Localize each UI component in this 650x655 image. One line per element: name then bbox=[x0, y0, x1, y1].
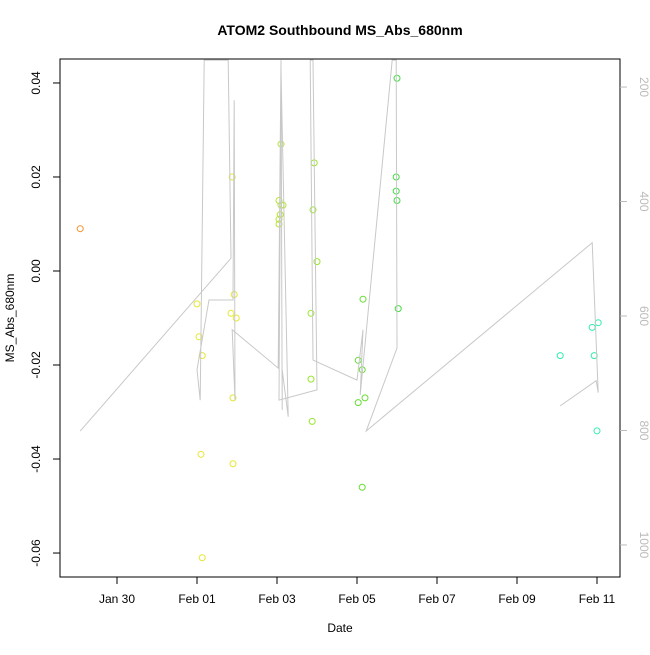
point bbox=[359, 295, 367, 303]
x-tick-label: Feb 03 bbox=[258, 592, 296, 606]
y-tick-label: -0.06 bbox=[29, 539, 43, 567]
point bbox=[195, 333, 203, 341]
point bbox=[229, 394, 237, 402]
y2-tick-label: 600 bbox=[637, 306, 650, 326]
point bbox=[361, 394, 369, 402]
y2-tick-label: 200 bbox=[637, 77, 650, 97]
y2-tick-label: 800 bbox=[637, 420, 650, 440]
point bbox=[232, 314, 240, 322]
point bbox=[556, 352, 564, 360]
y-tick-label: -0.02 bbox=[29, 351, 43, 379]
x-tick-label: Feb 07 bbox=[418, 592, 456, 606]
depth-line bbox=[79, 59, 599, 433]
plot-area bbox=[76, 59, 602, 562]
point bbox=[275, 196, 283, 204]
point bbox=[358, 483, 366, 491]
point bbox=[307, 375, 315, 383]
y-tick-label: -0.04 bbox=[29, 445, 43, 473]
point bbox=[198, 554, 206, 562]
x-tick-label: Jan 30 bbox=[99, 592, 135, 606]
x-tick-label: Feb 01 bbox=[178, 592, 216, 606]
chart-title: ATOM2 Southbound MS_Abs_680nm bbox=[217, 22, 462, 38]
x-tick-label: Feb 05 bbox=[338, 592, 376, 606]
point bbox=[229, 460, 237, 468]
plot-frame bbox=[59, 58, 621, 578]
point bbox=[197, 450, 205, 458]
y-tick-label: 0.04 bbox=[29, 71, 43, 95]
point bbox=[228, 173, 236, 181]
x-axis-label: Date bbox=[327, 621, 353, 635]
point bbox=[308, 417, 316, 425]
point bbox=[309, 206, 317, 214]
point bbox=[394, 305, 402, 313]
point bbox=[393, 74, 401, 82]
point bbox=[593, 427, 601, 435]
point bbox=[76, 225, 84, 233]
x-tick-label: Feb 09 bbox=[498, 592, 536, 606]
point bbox=[354, 399, 362, 407]
y2-tick-label: 400 bbox=[637, 192, 650, 212]
point bbox=[307, 309, 315, 317]
point bbox=[230, 290, 238, 298]
y-axis-label: MS_Abs_680nm bbox=[3, 274, 17, 363]
y2-tick-label: 1000 bbox=[637, 532, 650, 559]
point bbox=[227, 309, 235, 317]
point bbox=[193, 300, 201, 308]
point bbox=[313, 258, 321, 266]
y-tick-label: 0.00 bbox=[29, 259, 43, 283]
y-tick-label: 0.02 bbox=[29, 165, 43, 189]
x-tick-label: Feb 11 bbox=[579, 592, 616, 606]
